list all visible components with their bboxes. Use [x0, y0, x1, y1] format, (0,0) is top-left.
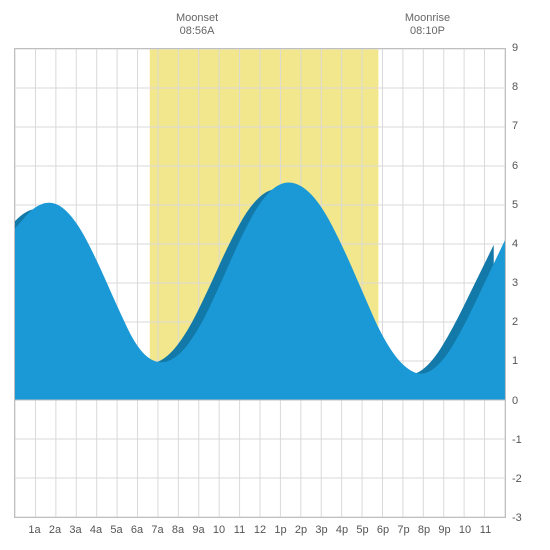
y-tick-label: 9 [512, 42, 518, 54]
annotation-moonrise-time: 08:10P [387, 25, 467, 38]
y-tick-label: 1 [512, 355, 518, 367]
annotation-moonset: Moonset 08:56A [157, 12, 237, 38]
x-tick-label: 6a [127, 524, 147, 536]
x-tick-label: 10 [209, 524, 229, 536]
x-tick-label: 1a [25, 524, 45, 536]
x-tick-label: 1p [271, 524, 291, 536]
x-tick-label: 11 [230, 524, 250, 536]
y-tick-label: 3 [512, 277, 518, 289]
y-tick-label: 7 [512, 120, 518, 132]
annotation-moonrise-title: Moonrise [387, 12, 467, 25]
x-tick-label: 3p [312, 524, 332, 536]
x-tick-label: 9p [435, 524, 455, 536]
x-tick-label: 10 [455, 524, 475, 536]
y-tick-label: -1 [512, 434, 522, 446]
x-tick-label: 2p [291, 524, 311, 536]
y-tick-label: 5 [512, 199, 518, 211]
annotation-moonset-title: Moonset [157, 12, 237, 25]
x-tick-label: 4p [332, 524, 352, 536]
annotation-moonrise: Moonrise 08:10P [387, 12, 467, 38]
y-tick-label: -3 [512, 512, 522, 524]
y-tick-label: 6 [512, 160, 518, 172]
y-tick-label: 8 [512, 81, 518, 93]
x-tick-label: 5a [107, 524, 127, 536]
annotation-moonset-time: 08:56A [157, 25, 237, 38]
x-tick-label: 7a [148, 524, 168, 536]
x-tick-label: 5p [353, 524, 373, 536]
x-tick-label: 11 [476, 524, 496, 536]
x-tick-label: 7p [394, 524, 414, 536]
y-tick-label: 4 [512, 238, 518, 250]
x-tick-label: 12 [250, 524, 270, 536]
x-tick-label: 8p [414, 524, 434, 536]
y-tick-label: -2 [512, 473, 522, 485]
x-tick-label: 2a [45, 524, 65, 536]
x-tick-label: 9a [189, 524, 209, 536]
y-tick-label: 0 [512, 395, 518, 407]
plot-area [14, 48, 506, 518]
x-tick-label: 8a [168, 524, 188, 536]
x-tick-label: 3a [66, 524, 86, 536]
y-tick-label: 2 [512, 316, 518, 328]
tide-chart: Moonset 08:56A Moonrise 08:10P -3-2-1012… [14, 12, 536, 512]
x-tick-label: 4a [86, 524, 106, 536]
x-tick-label: 6p [373, 524, 393, 536]
